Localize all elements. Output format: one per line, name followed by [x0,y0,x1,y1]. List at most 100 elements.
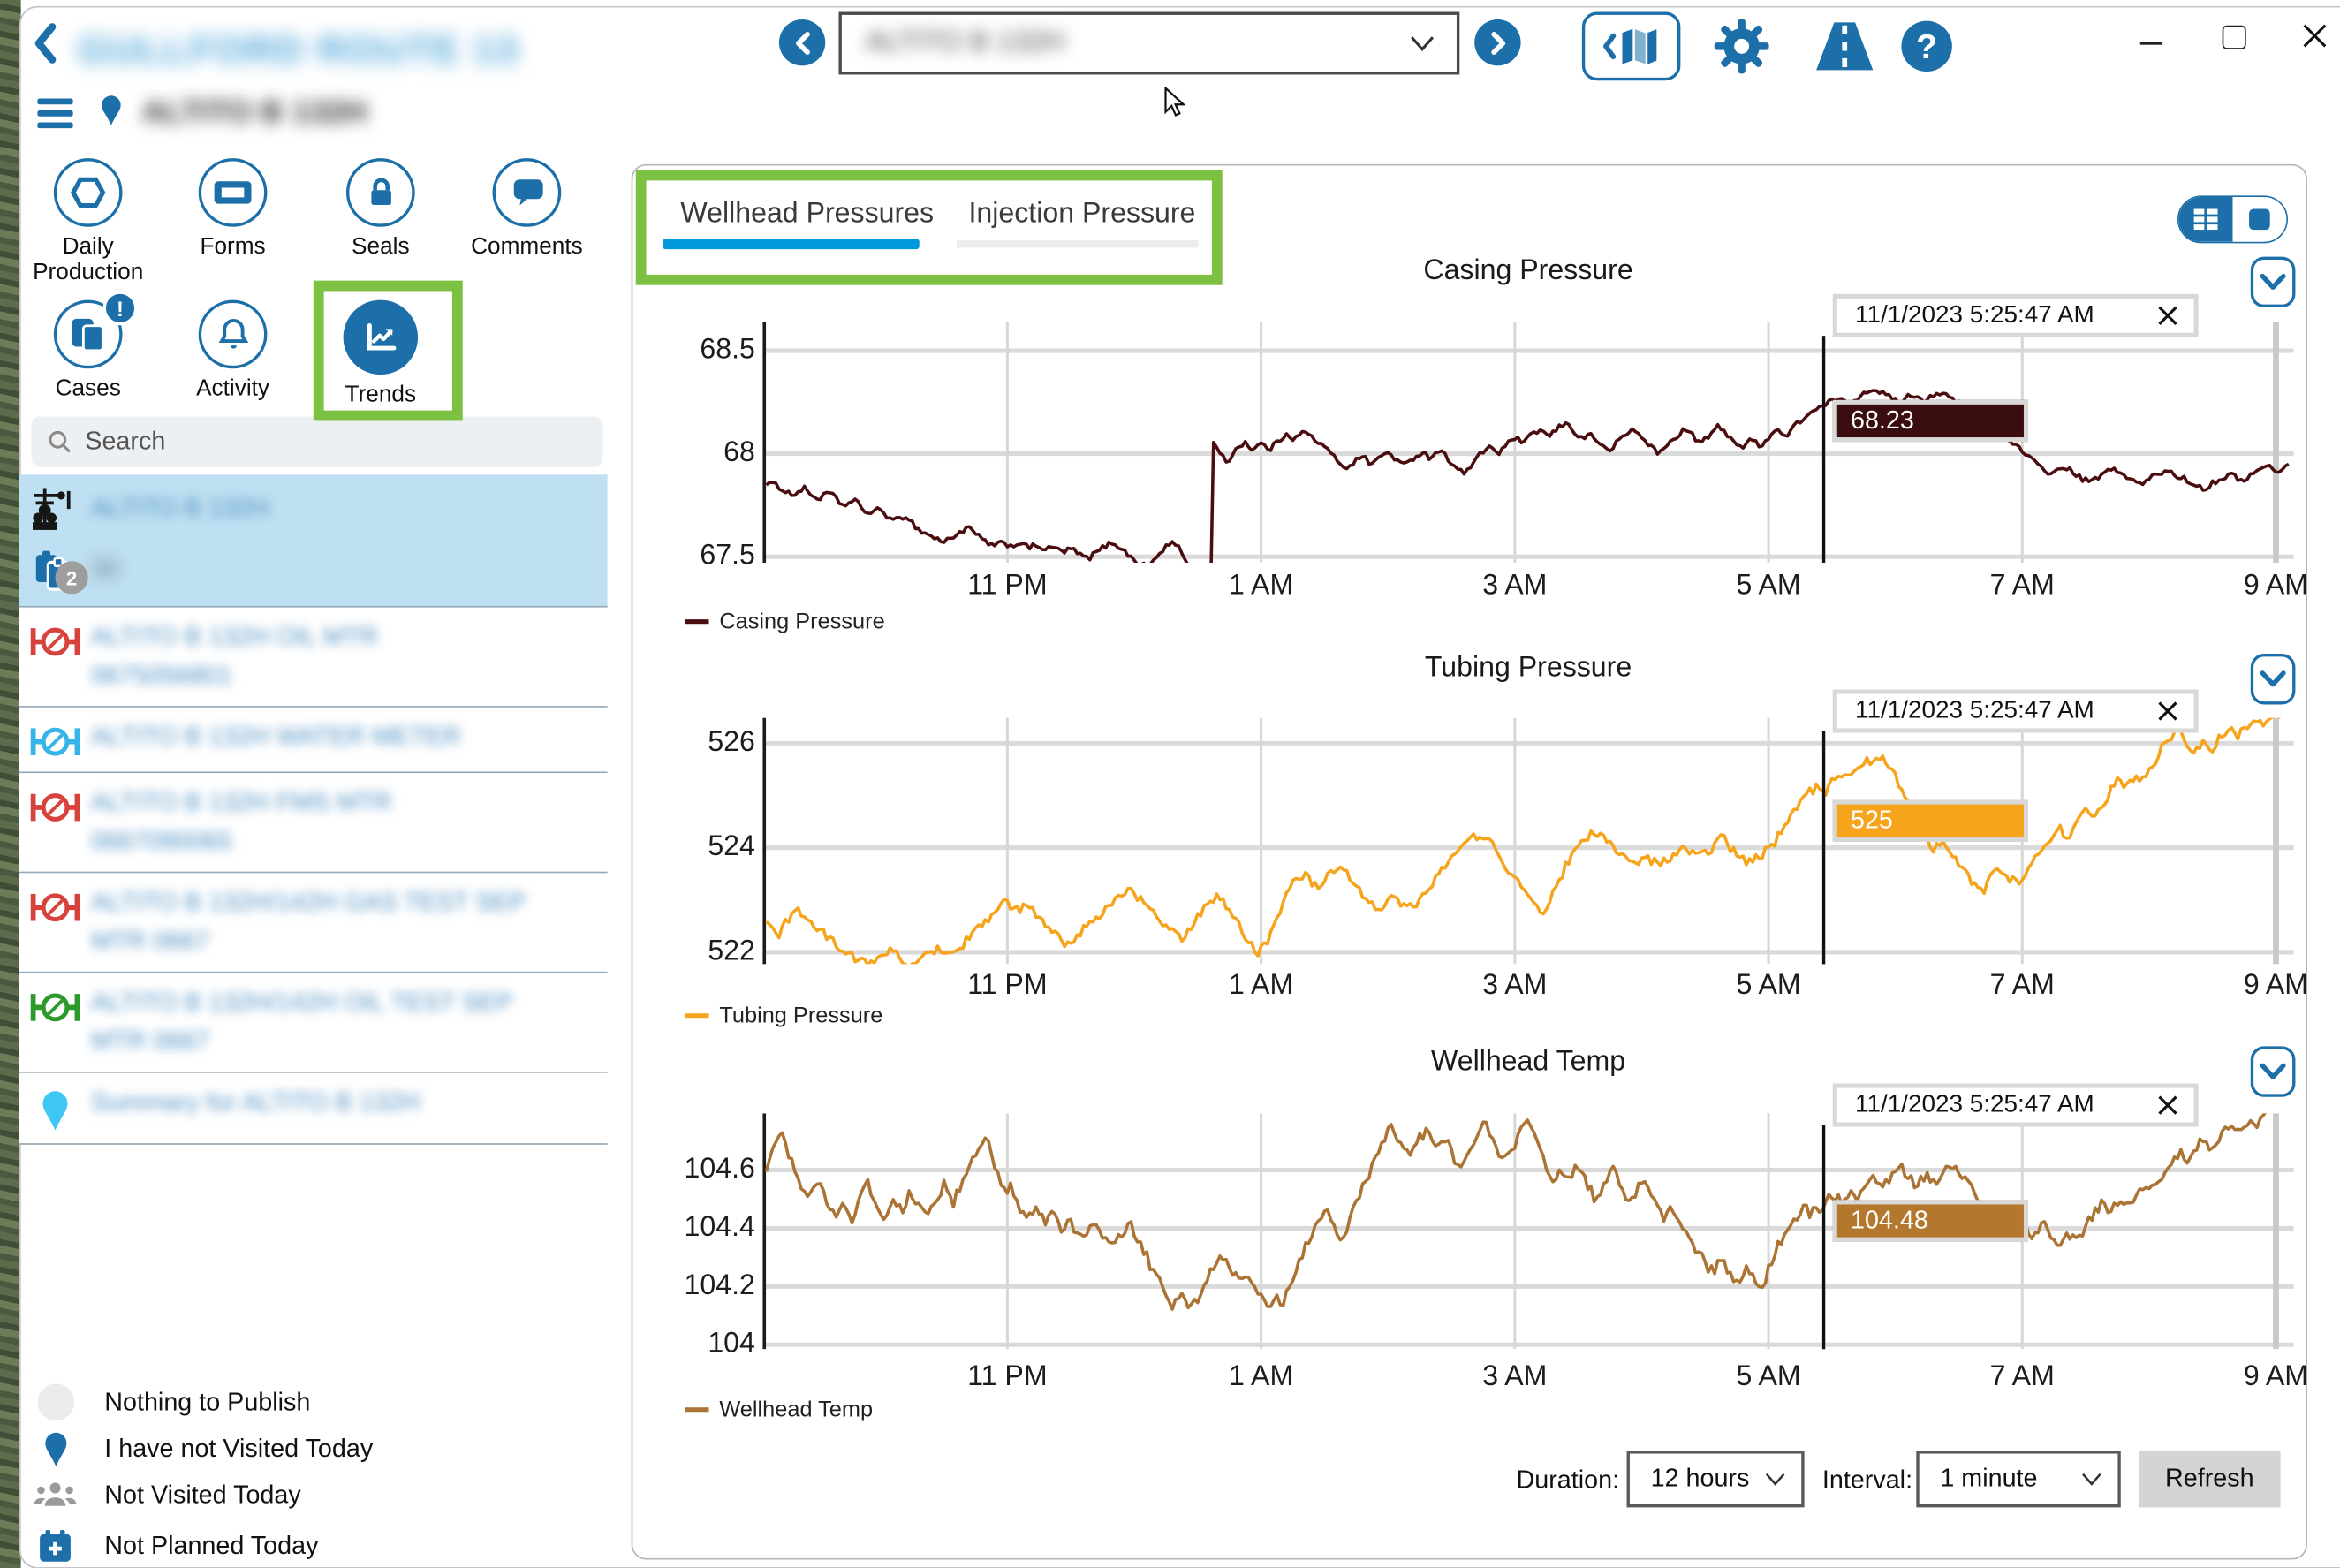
sidebar-item-activity[interactable]: Activity [161,299,304,402]
close-icon[interactable] [2156,700,2178,722]
sidebar-item-daily-production[interactable]: Daily Production [17,158,160,285]
calendar-plus-icon [30,1526,80,1565]
chevron-down-icon [1411,36,1435,52]
duration-label: Duration: [1516,1466,1620,1495]
tab-wellhead-pressures[interactable]: Wellhead Pressures [680,198,935,231]
minimize-button[interactable] [2132,18,2170,57]
x-axis-label: 1 AM [1229,970,1294,1002]
menu-icon[interactable] [37,98,73,136]
list-item[interactable]: ALTITO B 132H 2 3d [19,474,608,608]
list-item[interactable]: ALTITO B 132H FMS MTR 0667090065 [19,773,608,874]
chart-title-temp: Wellhead Temp [1430,1046,1626,1078]
plot-area[interactable] [762,717,2294,965]
list-item-sub: 3d [91,557,118,582]
circle-gray-icon [30,1382,80,1422]
close-icon[interactable] [2156,305,2178,327]
cursor-time: 11/1/2023 5:25:47 AM [1855,1091,2094,1118]
x-axis-label: 3 AM [1482,970,1548,1002]
trends-icon [343,299,419,375]
tab-injection-pressure[interactable]: Injection Pressure [968,198,1196,231]
legend-dash-icon [685,619,709,625]
list-item-label: ALTITO B 132H/142H GAS TEST SEP [91,888,526,917]
combobox-value: ALTITO B 132H [865,27,1065,58]
back-button[interactable] [30,21,69,72]
previous-well-button[interactable] [778,19,826,66]
active-tab-underline [663,239,920,250]
chart-title-casing: Casing Pressure [1423,254,1633,287]
plot-area[interactable] [762,322,2294,563]
routes-button[interactable] [1806,15,1883,78]
collapse-tubing-button[interactable] [2250,654,2296,705]
sidebar-item-label: Cases [55,375,121,402]
list-item-label: ALTITO B 132H WATER METER [91,722,461,751]
sidebar-item-label: Forms [200,234,266,260]
plot-area[interactable] [762,1113,2294,1350]
view-toggle [2177,195,2289,244]
list-item[interactable]: ALTITO B 132H WATER METER [19,707,608,774]
list-item[interactable]: Summary for ALTITO B 132H [19,1072,608,1145]
sidebar-item-trends[interactable]: Trends [309,299,452,407]
list-item[interactable]: ALTITO B 132H OIL MTR 0675056801 [19,607,608,708]
chevron-down-icon [2082,1473,2101,1486]
sidebar-item-seals[interactable]: Seals [309,158,452,260]
y-axis-label: 526 [708,726,755,759]
cursor-tooltip-casing: 11/1/2023 5:25:47 AM [1832,293,2199,337]
x-axis-label: 1 AM [1229,570,1294,602]
x-axis-label: 7 AM [1989,970,2055,1002]
maximize-icon [2222,25,2246,49]
status-legend-item: Not Planned Today [30,1526,318,1565]
ticket-icon [198,158,268,227]
table-view-toggle[interactable] [2178,197,2233,242]
sidebar-item-label: Comments [471,234,583,260]
sidebar-item-label: Activity [196,375,270,402]
search-input[interactable]: Search [31,416,603,467]
close-icon[interactable] [2156,1094,2178,1116]
interval-select[interactable]: 1 minute [1916,1451,2121,1508]
chart-view-icon [2249,208,2270,231]
cursor-crosshair [1821,1125,1825,1350]
help-button[interactable]: ? [1901,20,1952,72]
duration-select[interactable]: 12 hours [1626,1451,1805,1508]
value-badge-tubing: 525 [1832,799,2029,842]
question-mark-icon: ? [1916,26,1938,65]
cursor-tooltip-temp: 11/1/2023 5:25:47 AM [1832,1083,2199,1127]
minimize-icon [2139,41,2162,45]
collapse-temp-button[interactable] [2250,1046,2296,1097]
y-axis-label: 522 [708,935,755,967]
status-legend-label: Nothing to Publish [104,1387,311,1416]
collapse-casing-button[interactable] [2250,256,2296,308]
status-legend-label: I have not Visited Today [104,1434,374,1463]
close-button[interactable] [2294,15,2336,57]
x-axis-label: 3 AM [1482,1360,1548,1393]
meter-icon [19,883,91,927]
cursor-crosshair [1821,731,1825,965]
refresh-button[interactable]: Refresh [2139,1451,2281,1508]
map-icon [1603,28,1657,64]
sidebar-item-comments[interactable]: Comments [455,158,598,260]
map-toggle-button[interactable] [1581,11,1681,81]
annotation-trends-box [313,280,463,421]
series-legend-tubing: Tubing Pressure [685,1003,882,1028]
sidebar-item-cases[interactable]: ! Cases [17,291,160,402]
chart-view-toggle[interactable] [2232,197,2287,242]
lock-icon [345,158,415,227]
well-selector-combobox[interactable]: ALTITO B 132H [838,11,1460,75]
next-well-button[interactable] [1474,19,1521,66]
pin-icon [19,1084,91,1133]
list-item[interactable]: ALTITO B 132H/142H OIL TEST SEP MTR 0667 [19,973,608,1073]
alert-badge: ! [102,291,138,326]
chart-title-tubing: Tubing Pressure [1424,652,1632,684]
settings-button[interactable] [1710,15,1773,78]
x-axis-label: 7 AM [1989,1360,2055,1393]
sidebar-item-label: Seals [352,234,410,260]
maximize-button[interactable] [2216,19,2253,56]
gear-icon [1714,19,1769,74]
x-axis-label: 11 PM [967,570,1048,602]
search-icon [49,430,72,453]
sidebar-item-forms[interactable]: Forms [161,158,304,260]
wellhead-icon [19,483,91,534]
list-item[interactable]: ALTITO B 132H/142H GAS TEST SEP MTR 0667 [19,873,608,973]
close-icon [2303,24,2327,48]
list-item-label: MTR 0667 [91,1026,210,1056]
